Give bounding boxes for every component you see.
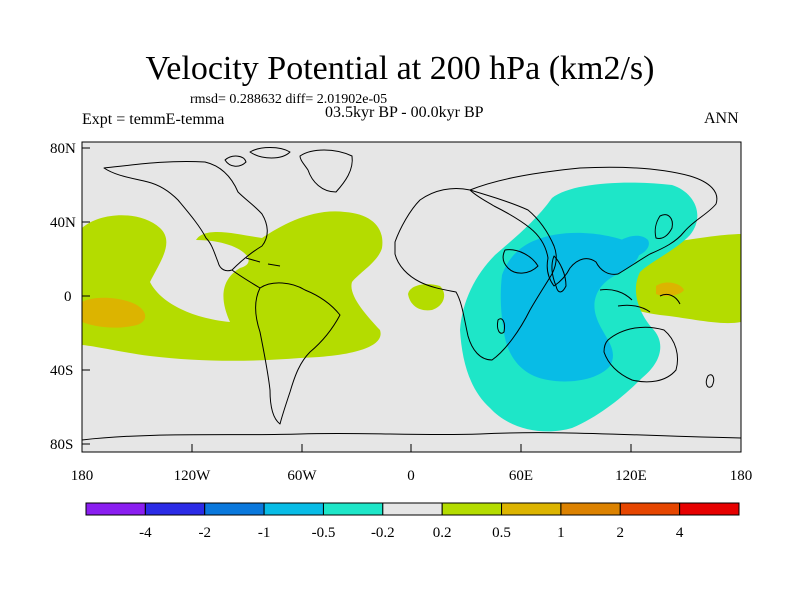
colorbar-swatch [144, 502, 206, 516]
lat-tick-label: 40N [50, 215, 76, 231]
lon-tick-label: 60E [509, 468, 533, 484]
lat-tick-label: 0 [64, 289, 72, 305]
colorbar [85, 502, 740, 516]
lat-tick-label: 80S [50, 437, 73, 453]
colorbar-swatch [679, 502, 740, 516]
pacific-positive-region [82, 211, 383, 361]
lon-tick-label: 180 [730, 468, 753, 484]
plot-title: Velocity Potential at 200 hPa (km2/s) [145, 50, 655, 87]
west-pacific-orange-patch [656, 282, 684, 297]
season-label: ANN [704, 110, 739, 127]
latitude-axis: 80N 40N 0 40S 80S [50, 141, 90, 453]
colorbar-swatch [441, 502, 503, 516]
colorbar-swatch [619, 502, 681, 516]
colorbar-swatch [382, 502, 443, 516]
colorbar-swatch [560, 502, 621, 516]
lon-tick-label: 60W [287, 468, 317, 484]
lon-tick-label: 0 [407, 468, 415, 484]
colorbar-label: -4 [139, 525, 152, 541]
colorbar-label: -0.5 [312, 525, 336, 541]
atlantic-positive-patch [408, 284, 445, 311]
pacific-orange-region [82, 297, 146, 328]
experiment-label: Expt = temmE-temma [82, 111, 225, 128]
east-asia-negative-patch [612, 235, 649, 258]
lat-tick-label: 80N [50, 141, 76, 157]
colorbar-swatch [263, 502, 324, 516]
lon-tick-label: 120E [615, 468, 647, 484]
colorbar-label: 4 [676, 525, 684, 541]
colorbar-swatch [85, 502, 146, 516]
colorbar-label: 1 [557, 525, 565, 541]
coastlines [82, 147, 741, 441]
colorbar-swatch [501, 502, 562, 516]
colorbar-label: 0.5 [492, 525, 511, 541]
colorbar-labels: -4 -2 -1 -0.5 -0.2 0.2 0.5 1 2 4 [139, 525, 684, 541]
lat-tick-label: 40S [50, 363, 73, 379]
contour-fills [82, 147, 741, 441]
colorbar-label: -2 [198, 525, 211, 541]
lon-tick-label: 180 [71, 468, 94, 484]
colorbar-swatch [322, 502, 384, 516]
colorbar-swatch [204, 502, 265, 516]
colorbar-label: 0.2 [433, 525, 452, 541]
lon-tick-label: 120W [174, 468, 212, 484]
period-label: 03.5kyr BP - 00.0kyr BP [325, 104, 484, 121]
colorbar-label: -0.2 [371, 525, 395, 541]
colorbar-label: -1 [258, 525, 271, 541]
stats-label: rmsd= 0.288632 diff= 2.01902e-05 [190, 92, 388, 107]
longitude-axis: 180 120W 60W 0 60E 120E 180 [71, 444, 753, 484]
colorbar-label: 2 [617, 525, 625, 541]
